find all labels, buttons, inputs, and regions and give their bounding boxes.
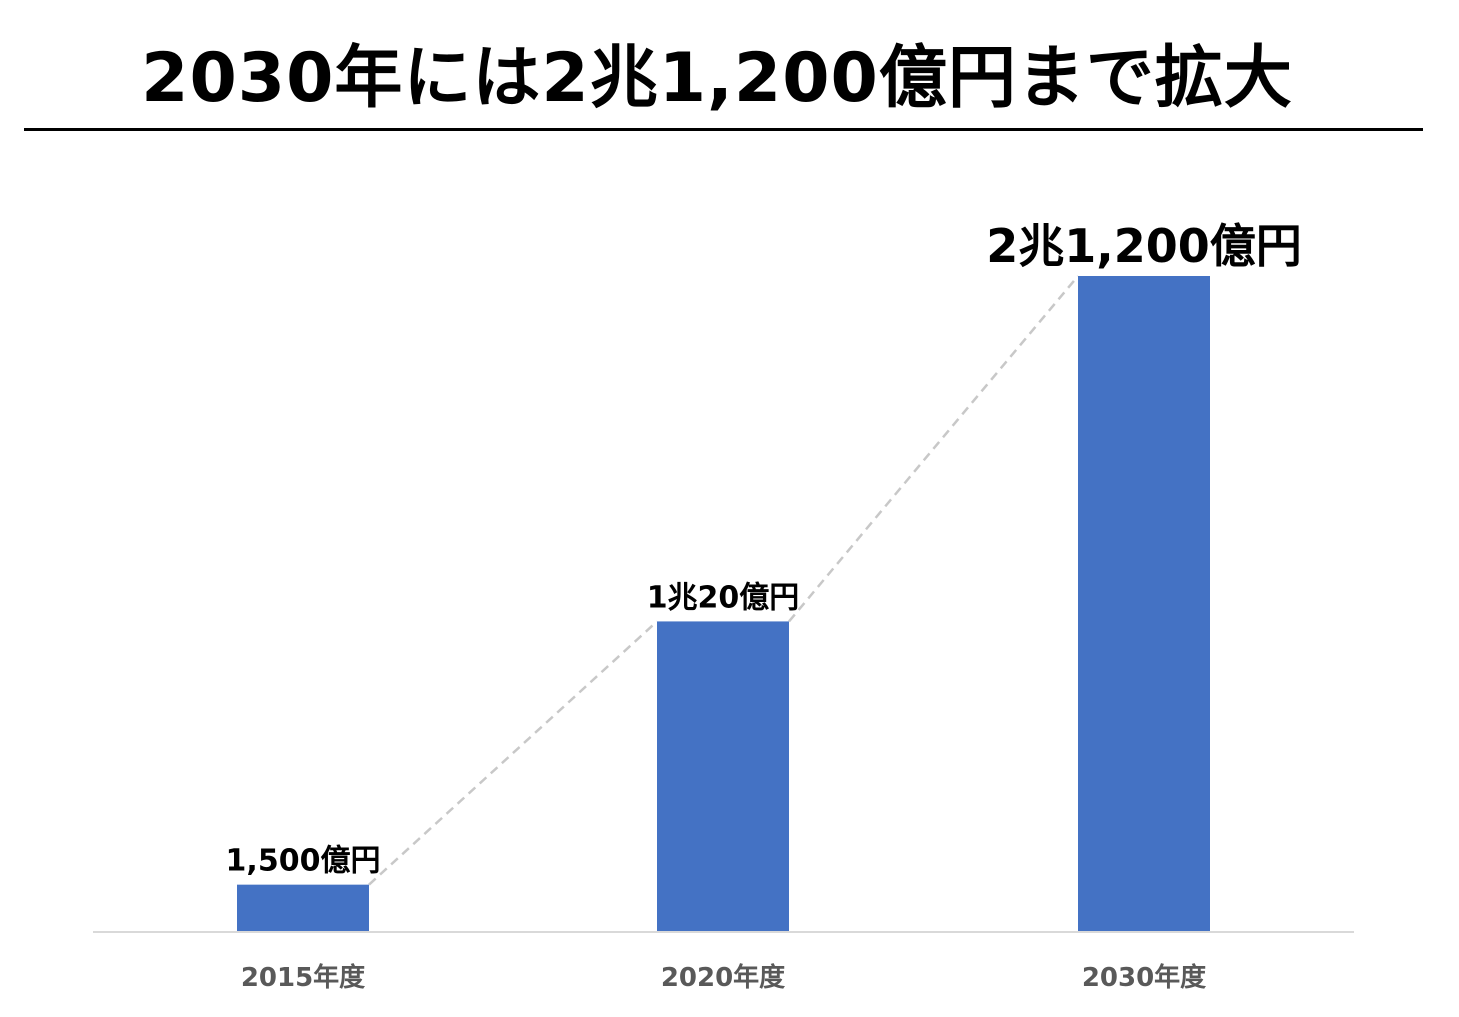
x-tick-label: 2015年度 — [241, 962, 365, 993]
data-label: 2兆1,200億円 — [986, 219, 1302, 273]
page-title: 2030年には2兆1,200億円まで拡大 — [141, 39, 1293, 118]
connector-line — [788, 275, 1079, 623]
x-tick-labels-group: 2015年度 2020年度 2030年度 — [241, 962, 1206, 993]
x-tick-label: 2020年度 — [661, 962, 785, 993]
connector-line — [368, 620, 658, 886]
data-labels-group: 1,500億円 1兆20億円 2兆1,200億円 — [226, 219, 1302, 879]
data-label: 1,500億円 — [226, 844, 381, 879]
bar — [1078, 276, 1210, 931]
bar — [657, 621, 789, 931]
title-divider — [24, 128, 1423, 131]
data-label: 1兆20億円 — [647, 580, 800, 615]
bars-group — [237, 276, 1210, 931]
connector-lines — [368, 275, 1079, 886]
bar — [237, 884, 369, 931]
x-tick-label: 2030年度 — [1082, 962, 1206, 993]
